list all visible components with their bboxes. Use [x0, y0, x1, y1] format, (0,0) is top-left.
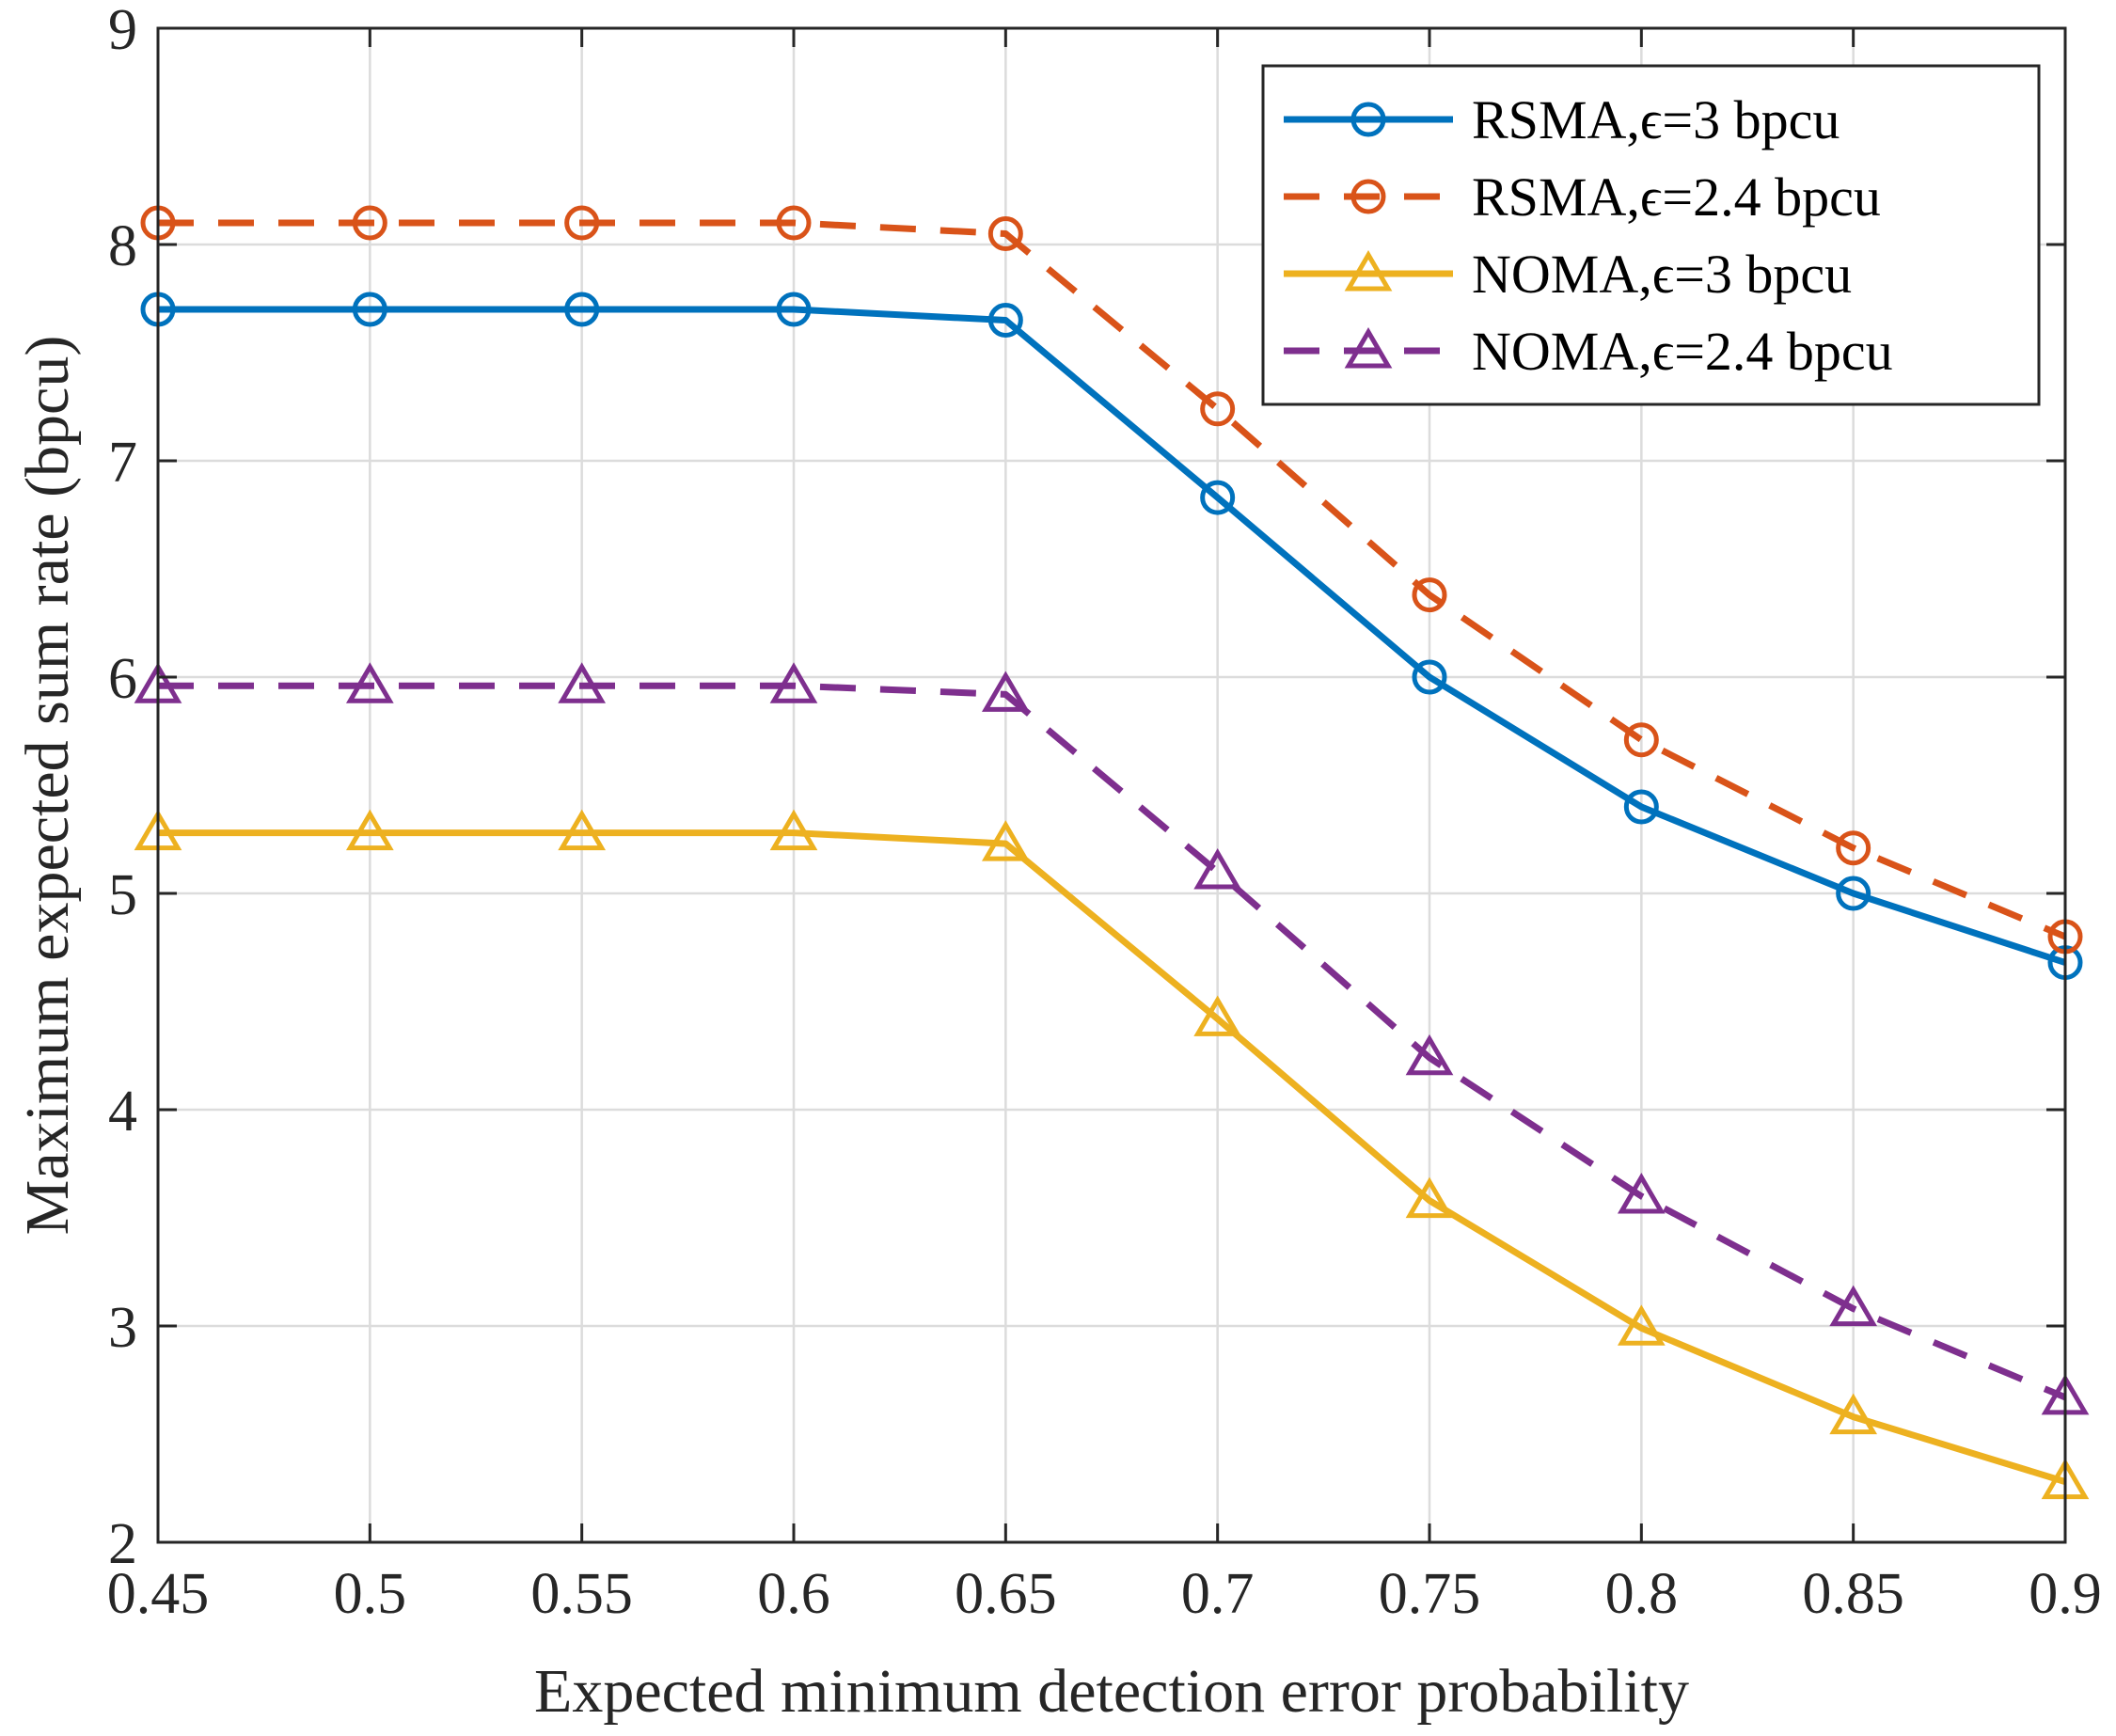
legend-marker [1350, 102, 1386, 137]
series-rsma-2-4-bpcu [140, 205, 2083, 955]
legend-entry: NOMA,ϵ=3 bpcu [1284, 244, 1852, 305]
data-point [1617, 1173, 1666, 1214]
data-point [1836, 830, 1871, 866]
series-line [158, 219, 2067, 940]
data-point [769, 662, 818, 703]
x-tick-label: 0.8 [1605, 1562, 1679, 1626]
legend-entry: RSMA,ϵ=2.4 bpcu [1284, 166, 1881, 228]
legend-marker [1344, 327, 1393, 369]
data-point [345, 809, 394, 851]
y-tick-label: 5 [108, 863, 137, 927]
data-point [1405, 1034, 1454, 1076]
data-point [1193, 995, 1242, 1036]
legend-entry: NOMA,ϵ=2.4 bpcu [1284, 321, 1893, 382]
x-tick-label: 0.65 [955, 1562, 1057, 1626]
data-point [987, 303, 1023, 338]
y-tick-label: 3 [108, 1296, 137, 1360]
legend-label: RSMA,ϵ=3 bpcu [1472, 89, 1840, 150]
data-point [1200, 391, 1236, 427]
data-point [558, 809, 607, 851]
data-point [1412, 577, 1447, 613]
data-point [981, 820, 1030, 861]
legend-label: RSMA,ϵ=2.4 bpcu [1472, 166, 1881, 228]
data-point [1405, 1176, 1454, 1219]
data-point [564, 205, 600, 241]
data-point [1617, 1304, 1666, 1346]
data-point [352, 292, 387, 327]
axis-ticks [156, 26, 2067, 1544]
x-tick-label: 0.7 [1181, 1562, 1255, 1626]
x-tick-label: 0.6 [757, 1562, 830, 1626]
data-point [1412, 659, 1447, 695]
data-point [1829, 1285, 1878, 1327]
x-tick-label: 0.5 [334, 1562, 407, 1626]
data-point [1836, 876, 1871, 911]
data-point [776, 292, 812, 327]
data-point [558, 662, 607, 703]
x-tick-label: 0.75 [1379, 1562, 1481, 1626]
series-line [158, 829, 2067, 1485]
x-axis-title: Expected minimum detection error probabi… [534, 1657, 1689, 1726]
x-tick-label: 0.55 [530, 1562, 633, 1626]
data-point [1829, 1393, 1878, 1435]
x-tick-label: 0.9 [2029, 1562, 2102, 1626]
y-tick-label: 8 [108, 214, 137, 278]
data-point [987, 216, 1023, 251]
legend-marker [1350, 179, 1386, 214]
y-tick-label: 7 [108, 431, 137, 495]
data-point [776, 205, 812, 241]
legend-entry: RSMA,ϵ=3 bpcu [1284, 89, 1840, 150]
x-axis-tick-labels: 0.45 0.5 0.55 0.6 0.65 0.7 0.75 0.8 0.85 0.9 [107, 1562, 2102, 1626]
legend-label: NOMA,ϵ=2.4 bpcu [1472, 321, 1893, 382]
plot-frame [156, 26, 2067, 1544]
y-tick-label: 9 [108, 0, 137, 62]
legend: RSMA,ϵ=3 bpcu RSMA,ϵ=2.4 bpcu NOMA,ϵ=3 bpc… [1261, 64, 2041, 406]
series-noma-2-4-bpcu [134, 662, 2090, 1415]
y-tick-label: 2 [108, 1512, 137, 1576]
data-point [1623, 789, 1659, 825]
y-axis-tick-labels: 2 3 4 5 6 7 8 9 [108, 0, 137, 1576]
data-point [1200, 480, 1236, 515]
x-tick-label: 0.45 [107, 1562, 210, 1626]
series-line [158, 682, 2067, 1401]
series-noma-3-bpcu [134, 809, 2090, 1500]
data-point [1193, 848, 1242, 890]
legend-box [1261, 64, 2041, 406]
data-point [345, 662, 394, 703]
x-tick-label: 0.85 [1802, 1562, 1904, 1626]
data-point [1623, 722, 1659, 758]
data-point [352, 205, 387, 241]
y-tick-label: 4 [108, 1080, 137, 1144]
data-point [769, 809, 818, 851]
series-group [134, 205, 2090, 1500]
y-tick-label: 6 [108, 647, 137, 711]
legend-label: NOMA,ϵ=3 bpcu [1472, 244, 1852, 305]
data-point [981, 671, 1030, 712]
series-line [158, 306, 2067, 966]
y-axis-title: Maximum expected sum rate (bpcu) [13, 336, 82, 1236]
legend-marker [1344, 250, 1393, 292]
data-point [564, 292, 600, 327]
